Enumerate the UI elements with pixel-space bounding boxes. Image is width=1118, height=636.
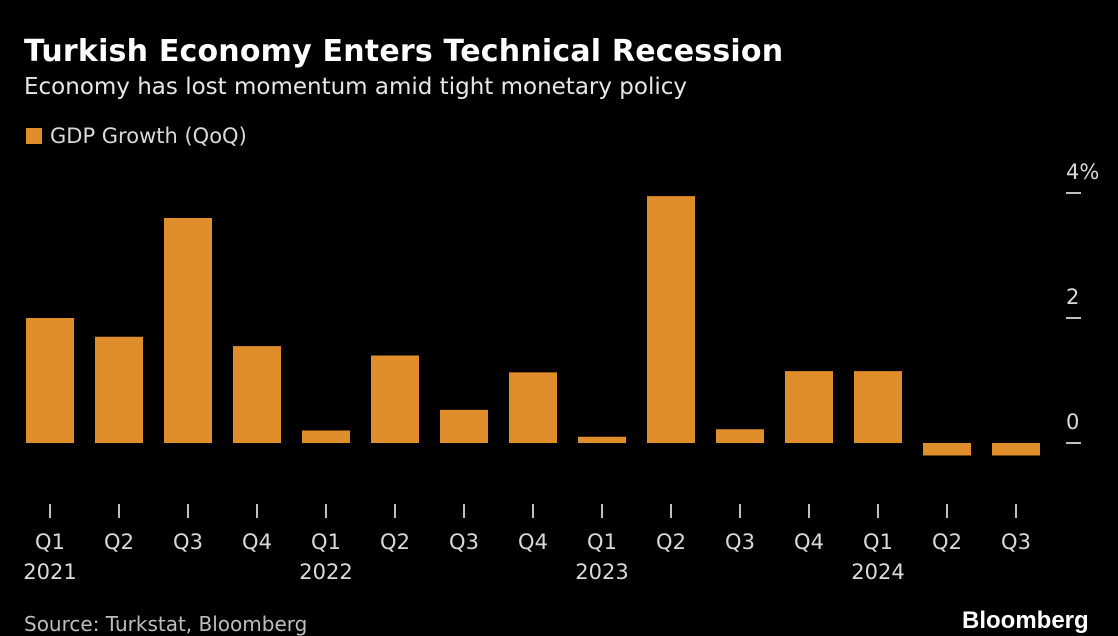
bar xyxy=(233,346,281,443)
x-year-label: 2023 xyxy=(575,560,628,584)
x-year-label: 2024 xyxy=(851,560,904,584)
legend: GDP Growth (QoQ) xyxy=(26,124,247,148)
bar xyxy=(26,318,74,443)
bar xyxy=(854,371,902,443)
x-tick-label: Q3 xyxy=(1001,530,1031,554)
bar xyxy=(992,443,1040,456)
x-year-label: 2022 xyxy=(299,560,352,584)
legend-swatch xyxy=(26,128,42,144)
bar xyxy=(371,355,419,443)
x-year-label: 2021 xyxy=(23,560,76,584)
x-tick-label: Q2 xyxy=(380,530,410,554)
x-tick-label: Q4 xyxy=(242,530,272,554)
x-tick-label: Q1 xyxy=(587,530,617,554)
x-tick-label: Q2 xyxy=(932,530,962,554)
bar xyxy=(647,196,695,443)
x-tick-label: Q2 xyxy=(656,530,686,554)
bar xyxy=(785,371,833,443)
legend-label: GDP Growth (QoQ) xyxy=(50,124,247,148)
bar xyxy=(440,409,488,443)
chart-title: Turkish Economy Enters Technical Recessi… xyxy=(24,34,784,69)
bloomberg-logo: Bloomberg xyxy=(962,607,1089,634)
x-tick-label: Q1 xyxy=(863,530,893,554)
x-axis: Q1 2021 Q2 Q3 Q4 Q1 2022 Q2 Q3 Q4 Q1 2023 Q2 Q3 Q4 Q1 20… xyxy=(23,504,1031,584)
x-tick-label: Q4 xyxy=(794,530,824,554)
source-note: Source: Turkstat, Bloomberg xyxy=(24,612,308,636)
x-tick-label: Q3 xyxy=(173,530,203,554)
y-axis: 4% 2 0 xyxy=(1066,160,1099,444)
bar xyxy=(509,372,557,443)
chart-subtitle: Economy has lost momentum amid tight mon… xyxy=(24,74,688,100)
y-tick-label: 0 xyxy=(1066,410,1079,434)
bar xyxy=(95,336,143,443)
y-tick-label: 4% xyxy=(1066,160,1099,184)
bar xyxy=(302,430,350,443)
bar xyxy=(164,218,212,443)
bars-group xyxy=(26,196,1040,456)
x-tick-label: Q3 xyxy=(449,530,479,554)
bar xyxy=(923,443,971,456)
x-tick-label: Q1 xyxy=(311,530,341,554)
x-tick-label: Q2 xyxy=(104,530,134,554)
x-tick-label: Q3 xyxy=(725,530,755,554)
x-tick-label: Q4 xyxy=(518,530,548,554)
x-tick-label: Q1 xyxy=(35,530,65,554)
bar xyxy=(716,429,764,443)
bar xyxy=(578,436,626,443)
y-tick-label: 2 xyxy=(1066,285,1079,309)
